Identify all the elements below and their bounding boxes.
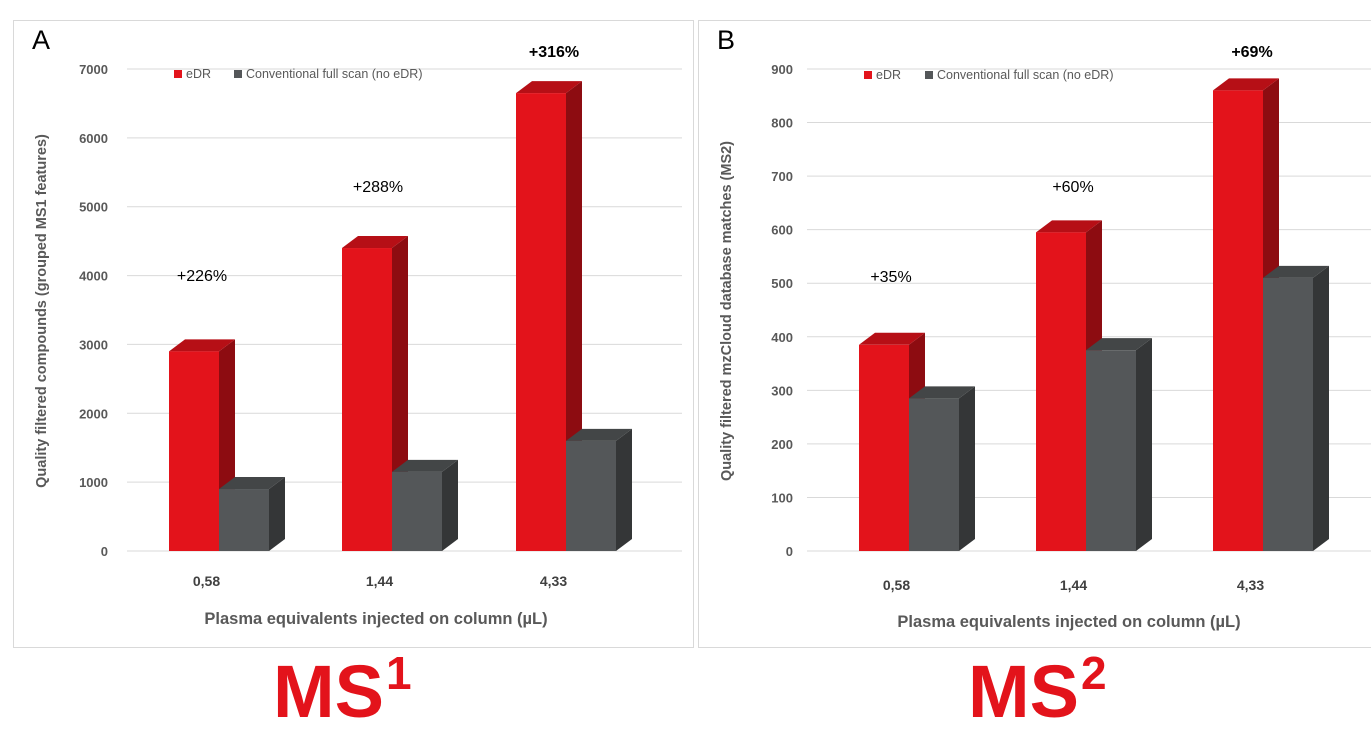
panel-letter-b: B [717,25,736,55]
bar-side [442,459,458,551]
bar [219,489,269,551]
y-tick-label: 200 [771,437,793,452]
y-tick-label: 700 [771,169,793,184]
bar-top [169,339,235,352]
x-tick-label: 0,58 [193,573,220,589]
legend-swatch [174,70,182,78]
bar-top [909,386,975,399]
figure-label-ms1: MS1 [273,650,412,729]
x-tick-label: 1,44 [366,573,393,589]
y-tick-label: 0 [101,544,108,559]
bar [1263,277,1313,551]
y-tick-label: 800 [771,116,793,131]
chart-panel-b: B 0 100 200 300 400 500 600 700 800 900 Quality fi… [698,20,1371,648]
ms1-sup: 1 [386,647,412,699]
data-annotation: +288% [353,179,403,196]
bar [859,344,909,551]
data-annotation: +316% [529,44,579,61]
bar-top [219,477,285,490]
bar [566,440,616,551]
panel-letter-a: A [32,25,51,55]
y-tick-label: 2000 [79,406,108,421]
y-axis-label: Quality filtered compounds (grouped MS1 … [34,134,50,488]
y-tick-label: 4000 [79,269,108,284]
y-tick-label: 1000 [79,475,108,490]
legend-swatch [234,70,242,78]
figure-label-ms2: MS2 [968,650,1107,729]
bar-top [1263,265,1329,278]
bar-top [1036,220,1102,233]
bar [1213,90,1263,551]
data-annotation: +226% [177,268,227,285]
ms2-sup: 2 [1081,647,1107,699]
bar [1086,350,1136,551]
bar-side [616,428,632,551]
y-tick-label: 600 [771,223,793,238]
bar-side [1136,338,1152,551]
bar-top [392,459,458,472]
bar-side [959,386,975,551]
legend-swatch [864,71,872,79]
bar-top [342,236,408,249]
x-tick-label: 4,33 [1237,577,1264,593]
y-tick-label: 900 [771,62,793,77]
bar [516,93,566,551]
legend-label: eDR [186,67,211,81]
legend-label: Conventional full scan (no eDR) [246,67,422,81]
legend-label: eDR [876,68,901,82]
bar-top [1213,78,1279,91]
legend-swatch [925,71,933,79]
data-annotation: +69% [1231,44,1272,61]
bar-top [566,428,632,441]
bar-side [269,477,285,551]
y-tick-label: 300 [771,383,793,398]
y-tick-label: 3000 [79,337,108,352]
bar [342,248,392,551]
bar-top [1086,338,1152,351]
x-axis-label: Plasma equivalents injected on column (µ… [897,613,1240,631]
bar-top [516,81,582,94]
y-tick-label: 6000 [79,131,108,146]
x-tick-label: 1,44 [1060,577,1087,593]
y-axis-label: Quality filtered mzCloud database matche… [719,141,735,481]
chart-b-svg: 0 100 200 300 400 500 600 700 800 900 Quality filt… [719,44,1371,631]
x-axis-label: Plasma equivalents injected on column (µ… [204,610,547,628]
bar [392,471,442,551]
bar-side [1313,265,1329,551]
ms2-main: MS [968,650,1079,733]
x-tick-label: 4,33 [540,573,567,589]
bar-top [859,332,925,345]
y-tick-label: 100 [771,490,793,505]
data-annotation: +35% [870,269,911,286]
y-tick-label: 500 [771,276,793,291]
ms1-main: MS [273,650,384,733]
chart-a-svg: 0 1000 2000 3000 4000 5000 6000 7000 Quality fil… [34,44,682,628]
legend-label: Conventional full scan (no eDR) [937,68,1113,82]
y-tick-label: 400 [771,330,793,345]
bar [909,398,959,551]
data-annotation: +60% [1052,179,1093,196]
x-tick-label: 0,58 [883,577,910,593]
bar [169,351,219,551]
chart-panel-a: A 0 1000 2000 3000 4000 5000 6000 7000 Quality f… [13,20,694,648]
bar [1036,232,1086,551]
y-tick-label: 0 [786,544,793,559]
y-tick-label: 5000 [79,200,108,215]
y-tick-label: 7000 [79,62,108,77]
